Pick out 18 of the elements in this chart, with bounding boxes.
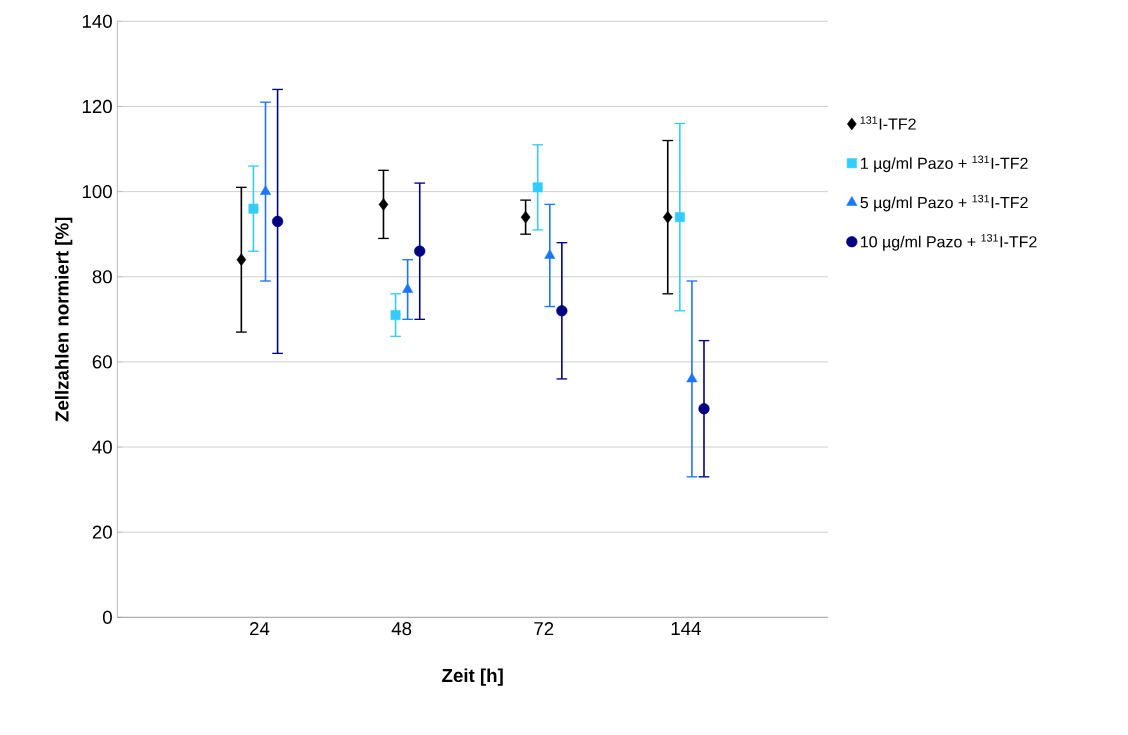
y-tick-label: 0 — [102, 610, 112, 625]
x-tick-label: 48 — [391, 622, 412, 636]
y-tick-label: 140 — [82, 14, 112, 29]
legend-label: 5 µg/ml Pazo + $^{131}$I-TF2 — [860, 195, 1028, 212]
y-tick-label: 80 — [92, 270, 112, 284]
y-tick-label: 120 — [82, 100, 112, 114]
legend-label: 10 µg/ml Pazo + $^{131}$I-TF2 — [861, 234, 1037, 251]
y-tick-label: 100 — [82, 185, 112, 199]
y-tick-label: 60 — [92, 355, 112, 369]
x-axis-title: Zeit [h] — [442, 668, 503, 686]
legend-label: 1 µg/ml Pazo + $^{131}$I-TF2 — [861, 155, 1028, 173]
x-tick-label: 144 — [671, 622, 701, 636]
y-tick-label: 40 — [92, 440, 112, 454]
legend-label: $^{131}$I-TF2 — [860, 116, 916, 130]
x-tick-label: 24 — [250, 622, 270, 636]
x-tick-label: 72 — [534, 622, 554, 636]
y-tick-label: 20 — [92, 525, 112, 539]
y-axis-title: Zellzahlen normiert [%] — [54, 217, 73, 422]
